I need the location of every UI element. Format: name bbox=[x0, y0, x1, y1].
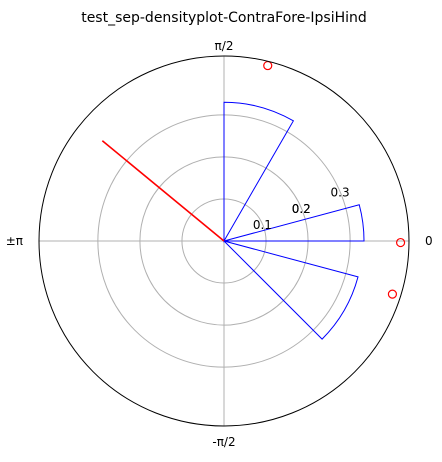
histogram-bars bbox=[222, 101, 365, 340]
chart-title: test_sep-densityplot-ContraFore-IpsiHind bbox=[81, 10, 367, 26]
radial-tick-label: 0.1 bbox=[253, 218, 272, 232]
histogram-bar bbox=[222, 240, 359, 340]
angle-tick-label: 0 bbox=[425, 234, 433, 248]
polar-frame bbox=[38, 55, 410, 427]
radial-tick-label: 0.2 bbox=[292, 202, 311, 216]
histogram-bar bbox=[223, 204, 365, 242]
angle-tick-label: ±π bbox=[6, 234, 23, 248]
histogram-bar bbox=[223, 101, 295, 243]
mean-vector bbox=[101, 140, 225, 242]
data-point bbox=[395, 237, 406, 248]
angle-tick-label: -π/2 bbox=[212, 435, 235, 449]
radial-tick-label: 0.3 bbox=[331, 186, 350, 200]
data-point bbox=[263, 60, 273, 71]
data-point bbox=[387, 289, 398, 299]
angle-tick-label: π/2 bbox=[215, 39, 234, 53]
tick-labels: 0π/2±π-π/20.10.20.20.3 bbox=[6, 39, 433, 449]
mean-vector-line bbox=[101, 140, 225, 242]
radial-tick-label: 0.2 bbox=[292, 202, 311, 216]
